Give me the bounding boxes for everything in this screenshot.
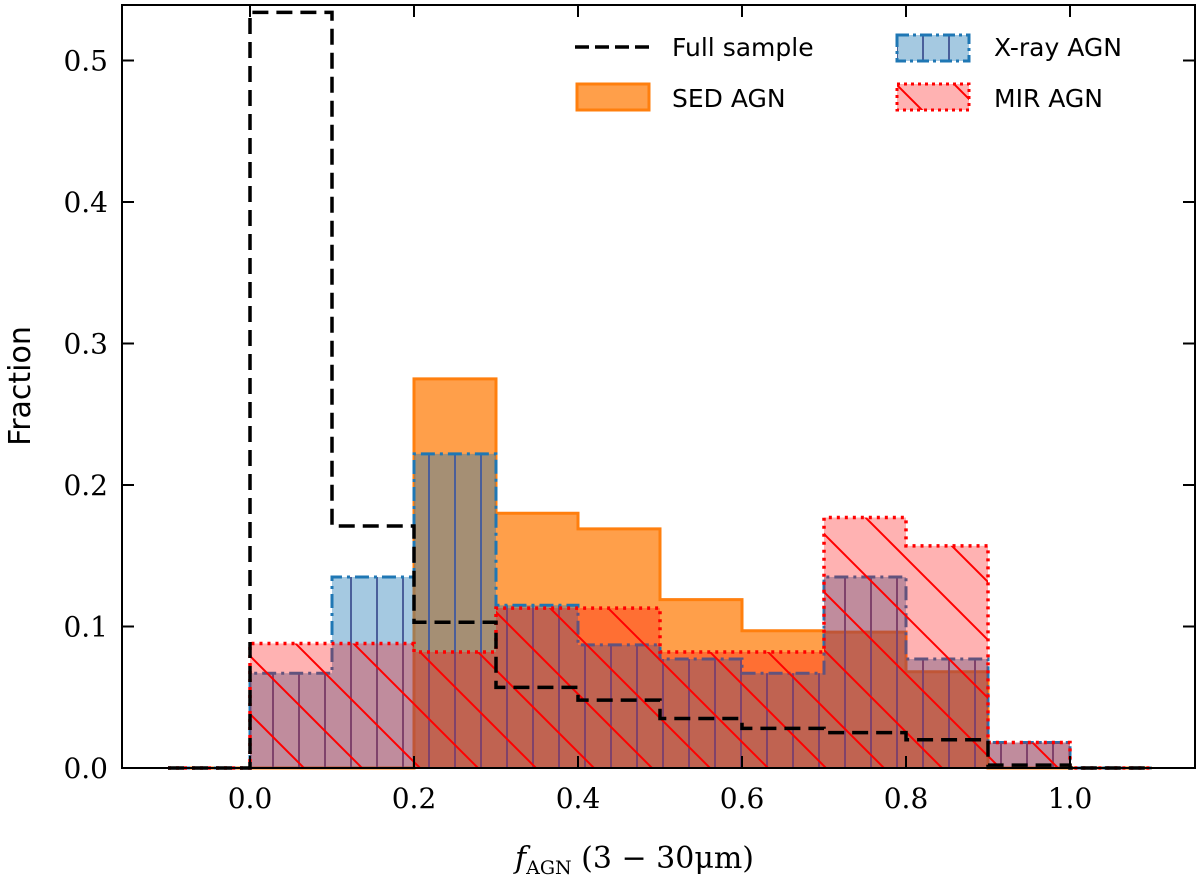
x-tick-label: 0.6 bbox=[720, 782, 765, 815]
x-tick-label: 0.4 bbox=[556, 782, 601, 815]
legend-sed-agn: SED AGN bbox=[575, 82, 786, 113]
x-tick-label: 0.0 bbox=[228, 782, 273, 815]
legend-xray-agn: X-ray AGN bbox=[895, 33, 1122, 63]
bar-hatch-mir-agn bbox=[414, 651, 496, 768]
legend-label-mir-agn: MIR AGN bbox=[994, 84, 1103, 113]
ticks-layer: 0.0 0.2 0.4 0.6 0.8 1.0 0.0 0.1 0.2 0.3 0.4 0.5 bbox=[63, 5, 1195, 815]
legend-label-full-sample: Full sample bbox=[672, 33, 814, 62]
x-axis-label: fAGN (3 − 30μm) bbox=[513, 841, 754, 879]
y-axis-label: Fraction bbox=[3, 326, 38, 446]
y-tick-label: 0.1 bbox=[63, 611, 108, 644]
bar-hatch-mir-agn bbox=[250, 643, 332, 768]
y-tick-label: 0.5 bbox=[63, 45, 108, 78]
legend-label-sed-agn: SED AGN bbox=[672, 84, 786, 113]
bar-hatch-mir-agn bbox=[906, 545, 988, 768]
step-outline-mir-agn bbox=[168, 515, 1152, 770]
step-outline-full-sample bbox=[168, 10, 1152, 770]
plot-frame bbox=[121, 4, 1196, 769]
x-tick-label: 1.0 bbox=[1048, 782, 1093, 815]
series-layer bbox=[168, 10, 1152, 770]
x-tick-label: 0.2 bbox=[392, 782, 437, 815]
x-tick-label: 0.8 bbox=[884, 782, 929, 815]
series-full-sample bbox=[168, 10, 1152, 770]
bar-hatch-mir-agn bbox=[332, 643, 414, 768]
bar-hatch-mir-agn bbox=[742, 651, 824, 768]
legend-mir-agn: MIR AGN bbox=[895, 82, 1103, 113]
legend: Full sample SED AGN X-ray AGN MIR AGN bbox=[575, 33, 1122, 113]
bar-hatch-mir-agn bbox=[824, 517, 906, 768]
legend-label-xray-agn: X-ray AGN bbox=[994, 33, 1122, 62]
y-tick-label: 0.0 bbox=[63, 752, 108, 785]
x-label-sub: AGN bbox=[525, 857, 572, 879]
y-tick-label: 0.4 bbox=[63, 186, 108, 219]
x-label-rest: (3 − 30μm) bbox=[572, 841, 754, 876]
y-tick-label: 0.3 bbox=[63, 328, 108, 361]
bar-hatch-mir-agn bbox=[578, 608, 660, 768]
y-tick-label: 0.2 bbox=[63, 469, 108, 502]
bar-hatch-mir-agn bbox=[660, 651, 742, 768]
legend-full-sample: Full sample bbox=[575, 33, 814, 62]
